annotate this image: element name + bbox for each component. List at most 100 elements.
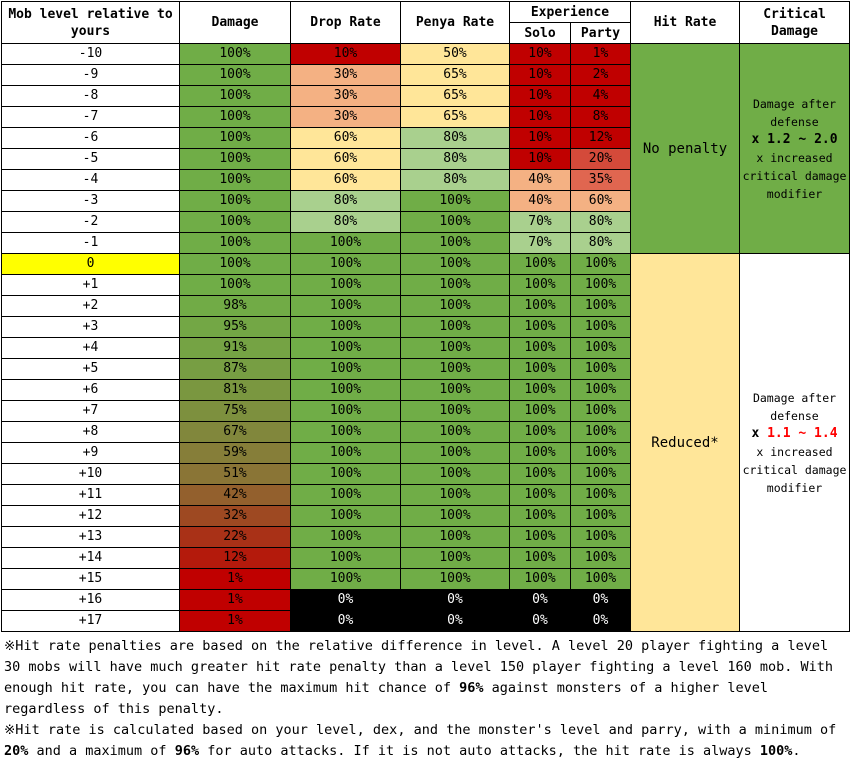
exp-solo-cell: 100% — [509, 379, 571, 401]
table-row: +14 12% 100% 100% 100% 100% — [1, 547, 850, 569]
crit-mult-value: 1.1 ~ 1.4 — [767, 425, 838, 441]
level-cell: +14 — [1, 547, 180, 569]
level-cell: +4 — [1, 337, 180, 359]
penya-rate-cell: 80% — [400, 169, 510, 191]
exp-party-cell: 100% — [570, 526, 631, 548]
level-cell: +11 — [1, 484, 180, 506]
drop-rate-cell: 100% — [290, 337, 401, 359]
exp-solo-cell: 10% — [509, 148, 571, 170]
table-row: +4 91% 100% 100% 100% 100% — [1, 337, 850, 359]
exp-solo-cell: 100% — [509, 295, 571, 317]
exp-party-cell: 0% — [570, 589, 631, 611]
exp-party-cell: 2% — [570, 64, 631, 86]
drop-rate-cell: 100% — [290, 253, 401, 275]
level-cell: +5 — [1, 358, 180, 380]
drop-rate-cell: 60% — [290, 127, 401, 149]
damage-cell: 100% — [179, 64, 291, 86]
exp-solo-cell: 70% — [509, 211, 571, 233]
table-row: -1 100% 100% 100% 70% 80% — [1, 232, 850, 254]
drop-rate-cell: 60% — [290, 148, 401, 170]
exp-party-cell: 100% — [570, 337, 631, 359]
exp-party-cell: 100% — [570, 295, 631, 317]
level-cell: -4 — [1, 169, 180, 191]
damage-cell: 59% — [179, 442, 291, 464]
header-solo: Solo — [509, 22, 571, 44]
critical-higher-cell: Damage after defense x 1.1 ~ 1.4 x increase… — [739, 253, 850, 632]
level-cell: +2 — [1, 295, 180, 317]
damage-cell: 51% — [179, 463, 291, 485]
penya-rate-cell: 80% — [400, 148, 510, 170]
damage-cell: 100% — [179, 106, 291, 128]
drop-rate-cell: 30% — [290, 85, 401, 107]
table-row: +3 95% 100% 100% 100% 100% — [1, 316, 850, 338]
exp-party-cell: 100% — [570, 505, 631, 527]
table-row: -7 100% 30% 65% 10% 8% — [1, 106, 850, 128]
header-party: Party — [570, 22, 631, 44]
damage-cell: 98% — [179, 295, 291, 317]
damage-cell: 100% — [179, 43, 291, 65]
damage-cell: 67% — [179, 421, 291, 443]
level-cell: 0 — [1, 253, 180, 275]
exp-solo-cell: 100% — [509, 421, 571, 443]
drop-rate-cell: 100% — [290, 484, 401, 506]
level-cell: -1 — [1, 232, 180, 254]
level-cell: -2 — [1, 211, 180, 233]
level-cell: +15 — [1, 568, 180, 590]
penya-rate-cell: 65% — [400, 106, 510, 128]
penya-rate-cell: 100% — [400, 316, 510, 338]
level-cell: +17 — [1, 610, 180, 632]
header-drop-rate: Drop Rate — [290, 1, 401, 44]
hit-rate-no-penalty: No penalty — [630, 43, 740, 254]
penya-rate-cell: 100% — [400, 274, 510, 296]
drop-rate-cell: 100% — [290, 379, 401, 401]
crit-text: modifier — [766, 480, 823, 495]
table-row: +7 75% 100% 100% 100% 100% — [1, 400, 850, 422]
level-cell: -9 — [1, 64, 180, 86]
table-row: -5 100% 60% 80% 10% 20% — [1, 148, 850, 170]
damage-cell: 100% — [179, 169, 291, 191]
table-row: -6 100% 60% 80% 10% 12% — [1, 127, 850, 149]
drop-rate-cell: 80% — [290, 211, 401, 233]
footnotes: ※Hit rate penalties are based on the rel… — [4, 636, 850, 762]
damage-cell: 100% — [179, 127, 291, 149]
damage-cell: 81% — [179, 379, 291, 401]
penya-rate-cell: 100% — [400, 442, 510, 464]
penya-rate-cell: 50% — [400, 43, 510, 65]
drop-rate-cell: 100% — [290, 526, 401, 548]
table-row: +10 51% 100% 100% 100% 100% — [1, 463, 850, 485]
table-row: -3 100% 80% 100% 40% 60% — [1, 190, 850, 212]
exp-party-cell: 20% — [570, 148, 631, 170]
exp-solo-cell: 100% — [509, 547, 571, 569]
crit-text: Damage after — [752, 390, 837, 405]
exp-solo-cell: 100% — [509, 505, 571, 527]
damage-cell: 95% — [179, 316, 291, 338]
table-row: +9 59% 100% 100% 100% 100% — [1, 442, 850, 464]
exp-party-cell: 8% — [570, 106, 631, 128]
crit-multiplier: x 1.2 ~ 2.0 — [751, 131, 838, 147]
exp-party-cell: 0% — [570, 610, 631, 632]
penya-rate-cell: 100% — [400, 253, 510, 275]
exp-solo-cell: 0% — [509, 610, 571, 632]
level-cell: -7 — [1, 106, 180, 128]
damage-cell: 87% — [179, 358, 291, 380]
damage-cell: 100% — [179, 232, 291, 254]
exp-solo-cell: 100% — [509, 274, 571, 296]
level-cell: -10 — [1, 43, 180, 65]
damage-cell: 1% — [179, 610, 291, 632]
exp-party-cell: 100% — [570, 274, 631, 296]
footnote-hit-penalty: ※Hit rate penalties are based on the rel… — [4, 638, 834, 717]
penya-rate-cell: 100% — [400, 190, 510, 212]
level-cell: +16 — [1, 589, 180, 611]
level-cell: +6 — [1, 379, 180, 401]
header-experience: Experience — [509, 1, 631, 23]
drop-rate-cell: 30% — [290, 64, 401, 86]
critical-lower-cell: Damage after defense x 1.2 ~ 2.0 x increase… — [739, 43, 850, 254]
penya-rate-cell: 100% — [400, 211, 510, 233]
penya-rate-cell: 100% — [400, 358, 510, 380]
exp-solo-cell: 70% — [509, 232, 571, 254]
table-row: +12 32% 100% 100% 100% 100% — [1, 505, 850, 527]
penya-rate-cell: 100% — [400, 232, 510, 254]
penya-rate-cell: 100% — [400, 568, 510, 590]
exp-solo-cell: 100% — [509, 358, 571, 380]
